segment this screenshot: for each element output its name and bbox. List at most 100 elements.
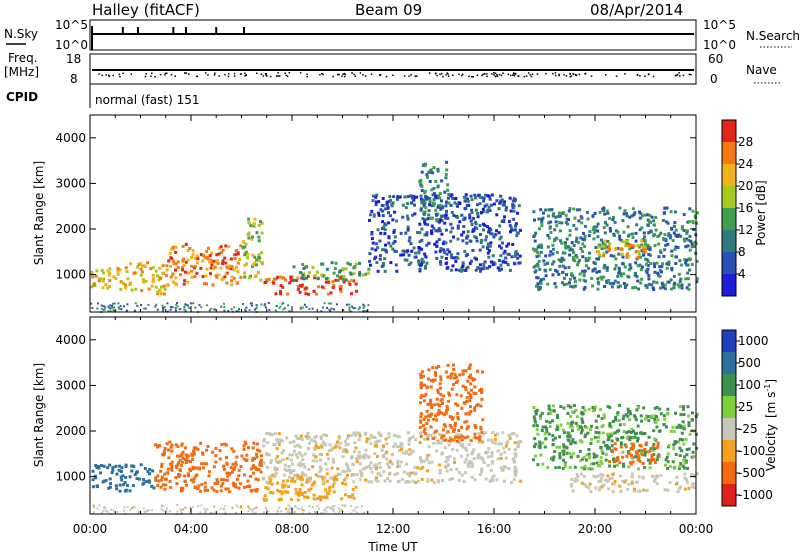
- echo-cell: [664, 425, 668, 429]
- echo-cell: [537, 217, 541, 221]
- echo-cell: [365, 437, 369, 441]
- echo-cell: [514, 222, 518, 226]
- echo-cell: [388, 214, 392, 218]
- nave-dot: [245, 74, 247, 77]
- echo-cell: [428, 203, 432, 207]
- echo-cell: [671, 425, 675, 429]
- echo-cell: [205, 448, 209, 452]
- echo-cell: [395, 445, 399, 448]
- echo-cell: [614, 447, 618, 451]
- echo-cell: [480, 391, 483, 394]
- echo-cell: [345, 436, 349, 440]
- echo-cell: [210, 261, 214, 264]
- echo-cell: [653, 223, 656, 227]
- echo-cell: [328, 486, 332, 489]
- echo-cell: [224, 261, 228, 265]
- echo-cell: [467, 375, 471, 379]
- echo-cell: [599, 407, 603, 411]
- echo-cell: [602, 209, 606, 213]
- echo-cell: [446, 248, 450, 252]
- echo-cell: [464, 388, 468, 391]
- echo-cell: [552, 212, 556, 216]
- echo-cell: [602, 252, 606, 256]
- echo-cell: [215, 259, 219, 263]
- echo-cell: [685, 478, 689, 482]
- echo-cell: [571, 489, 575, 493]
- echo-cell: [632, 444, 635, 448]
- echo-cell: [444, 241, 448, 245]
- echo-cell: [108, 485, 112, 489]
- echo-cell: [691, 450, 695, 454]
- echo-cell: [488, 209, 492, 213]
- echo-cell: [644, 414, 648, 418]
- echo-cell: [512, 478, 516, 482]
- echo-cell: [564, 213, 568, 217]
- echo-cell: [372, 214, 376, 218]
- nave-dot: [507, 73, 510, 76]
- echo-cell: [418, 269, 422, 273]
- echo-cell: [94, 274, 98, 278]
- echo-cell: [628, 452, 632, 456]
- nave-dot: [513, 74, 516, 77]
- nave-dot: [344, 73, 347, 76]
- echo-cell: [298, 290, 302, 294]
- echo-cell: [469, 405, 472, 409]
- echo-cell: [126, 303, 129, 306]
- echo-cell: [596, 222, 600, 226]
- echo-cell: [439, 441, 443, 445]
- echo-cell: [252, 263, 256, 266]
- echo-cell: [119, 475, 123, 479]
- echo-cell: [419, 431, 422, 435]
- echo-cell: [392, 229, 396, 232]
- nave-dot: [536, 73, 539, 75]
- echo-cell: [584, 256, 588, 260]
- echo-cell: [265, 465, 269, 469]
- echo-cell: [487, 205, 491, 209]
- echo-cell: [255, 455, 259, 459]
- colorbar-tick-label: 100: [738, 378, 761, 392]
- echo-cell: [417, 260, 421, 263]
- echo-cell: [592, 462, 596, 466]
- nave-dot: [342, 73, 344, 75]
- echo-cell: [223, 309, 226, 312]
- echo-cell: [124, 266, 128, 270]
- echo-cell: [568, 466, 572, 469]
- nave-dot: [495, 75, 497, 78]
- x-tick-label: 00:00: [73, 522, 108, 536]
- echo-cell: [565, 237, 569, 241]
- nave-dot: [644, 75, 646, 77]
- nave-dot: [690, 74, 692, 76]
- echo-cell: [482, 267, 486, 271]
- echo-cell: [244, 242, 248, 246]
- echo-cell: [595, 225, 599, 229]
- echo-cell: [479, 195, 482, 199]
- echo-cell: [180, 442, 184, 446]
- echo-cell: [674, 228, 678, 232]
- echo-cell: [412, 246, 416, 250]
- echo-cell: [301, 509, 304, 512]
- echo-cell: [375, 476, 378, 480]
- echo-cell: [242, 457, 246, 461]
- echo-cell: [622, 430, 626, 433]
- echo-cell: [547, 412, 551, 416]
- echo-cell: [254, 512, 257, 515]
- echo-cell: [548, 253, 552, 257]
- echo-cell: [419, 434, 423, 438]
- echo-cell: [499, 254, 503, 258]
- echo-cell: [543, 445, 547, 449]
- nave-dot: [500, 74, 503, 77]
- echo-cell: [486, 242, 490, 246]
- echo-cell: [332, 271, 336, 275]
- echo-cell: [166, 302, 169, 305]
- echo-cell: [223, 508, 226, 511]
- echo-cell: [490, 260, 493, 264]
- echo-cell: [478, 224, 482, 227]
- echo-cell: [505, 441, 509, 445]
- echo-cell: [281, 285, 285, 289]
- echo-cell: [676, 490, 680, 494]
- echo-cell: [457, 429, 461, 432]
- echo-cell: [314, 455, 318, 459]
- echo-cell: [441, 242, 445, 246]
- echo-cell: [678, 259, 682, 263]
- echo-cell: [482, 210, 486, 214]
